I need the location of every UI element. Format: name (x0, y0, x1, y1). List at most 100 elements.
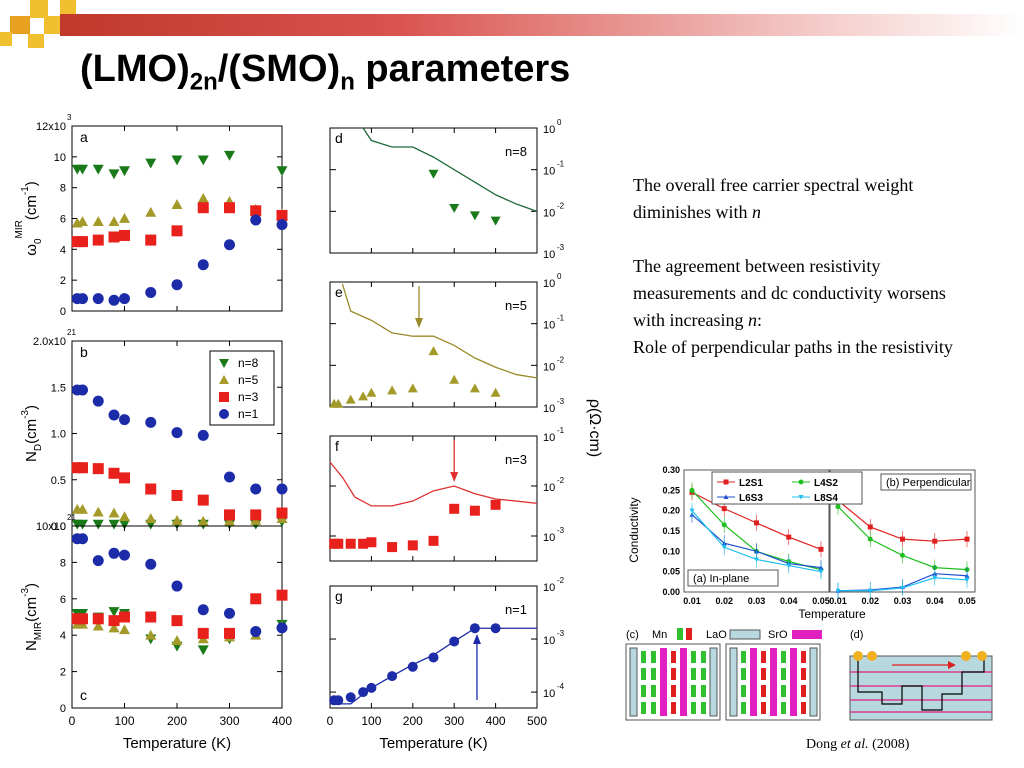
data-point (723, 479, 729, 485)
data-point (145, 611, 157, 623)
spin-down-icon (801, 651, 806, 663)
legend-entry: n=3 (238, 390, 259, 404)
data-point (171, 514, 183, 525)
spin-down-icon (686, 628, 692, 640)
slide-notes: The overall free carrier spectral weight… (633, 172, 963, 361)
data-point (119, 611, 130, 623)
inset-legend-entry: L8S4 (814, 493, 838, 504)
spin-down-icon (801, 685, 806, 697)
data-point (92, 463, 104, 475)
title-bar-decoration (60, 14, 1024, 36)
x-tick-label: 200 (403, 714, 423, 728)
inset-legend-box (711, 471, 863, 505)
data-point (250, 626, 262, 638)
data-point (721, 506, 727, 512)
data-point (77, 519, 88, 530)
data-point (171, 155, 183, 166)
y-tick-label: 0.0 (51, 521, 66, 533)
spin-up-icon (691, 702, 696, 714)
y-tick-label: 10 (543, 635, 555, 647)
y-tick-label: 10 (543, 532, 555, 544)
data-point (145, 287, 157, 298)
data-point (250, 593, 262, 605)
panel-annotation: n=1 (505, 602, 527, 617)
data-point (689, 487, 695, 493)
inset-x-tick: 0.01 (829, 596, 847, 606)
inset-y-tick: 0.20 (662, 506, 680, 516)
data-point (754, 557, 759, 562)
data-point (219, 409, 229, 419)
data-point (449, 636, 460, 647)
data-point (108, 607, 120, 618)
data-point (77, 164, 88, 175)
spin-up-icon (781, 668, 786, 680)
schematic-mn-label: Mn (652, 629, 667, 641)
inset-y-tick: 0.10 (662, 546, 680, 556)
spin-down-icon (671, 651, 676, 663)
y-tick-label: 8 (60, 183, 66, 195)
data-point (171, 279, 183, 291)
data-point (77, 384, 88, 396)
y-label-part: N (23, 451, 40, 462)
data-point (197, 202, 209, 214)
layer-lao (629, 647, 638, 717)
data-point (798, 495, 804, 500)
data-point (197, 627, 209, 639)
inset-y-tick: 0.00 (662, 587, 680, 597)
superlattice-schematic (725, 643, 821, 721)
data-point (92, 506, 104, 517)
y-tick-exponent: -2 (557, 355, 565, 364)
data-point (92, 555, 104, 567)
y-axis-label-text: ω0 MIR(cm-1) (14, 181, 44, 256)
data-point (77, 293, 88, 305)
legend-entry: n=5 (238, 373, 259, 387)
data-point (197, 515, 209, 526)
x-tick-label: 300 (444, 714, 464, 728)
data-point (867, 588, 873, 594)
data-point (250, 205, 262, 217)
layer-lao (729, 647, 738, 717)
spin-up-icon (641, 702, 646, 714)
y-tick-label: 10 (543, 124, 555, 136)
spin-up-icon (741, 668, 746, 680)
y-tick-exponent: -3 (557, 397, 565, 406)
panel-frame (329, 127, 538, 254)
data-point (108, 615, 120, 627)
resistivity-curve (341, 283, 538, 379)
data-point (108, 294, 120, 306)
spin-up-icon (781, 702, 786, 714)
y-tick-label: 4 (60, 630, 66, 642)
y-tick-label: 10 (543, 166, 555, 178)
legend-entry: n=8 (238, 356, 259, 370)
spin-up-icon (701, 668, 706, 680)
y-tick-label: 10 (543, 482, 555, 494)
contact-pad (961, 651, 971, 661)
y-axis-label: ND(cm-3) (20, 405, 44, 462)
data-point (867, 524, 873, 530)
data-point (490, 499, 501, 510)
data-point (689, 508, 695, 514)
arrow-head (450, 472, 459, 482)
inset-x-tick: 0.05 (812, 596, 830, 606)
y-tick-label: 4 (60, 244, 66, 256)
data-point (366, 537, 377, 548)
data-point (407, 540, 418, 551)
y-tick-label: 10 (543, 403, 555, 415)
conduction-path (857, 652, 985, 711)
data-point (92, 234, 104, 246)
data-point (145, 234, 157, 246)
inset-panel-label: (a) In-plane (693, 573, 749, 585)
data-point (835, 504, 841, 510)
layer-lao (709, 647, 718, 717)
panel-label: f (335, 438, 339, 454)
data-point (171, 199, 183, 210)
data-point (964, 577, 970, 583)
x-axis-label: Temperature (K) (123, 735, 231, 752)
y-tick-label: 2.0x10 (33, 336, 66, 348)
data-point (108, 409, 120, 421)
data-point (345, 538, 356, 549)
data-point (197, 429, 209, 441)
data-point (867, 536, 873, 542)
superlattice-schematic (625, 643, 721, 721)
